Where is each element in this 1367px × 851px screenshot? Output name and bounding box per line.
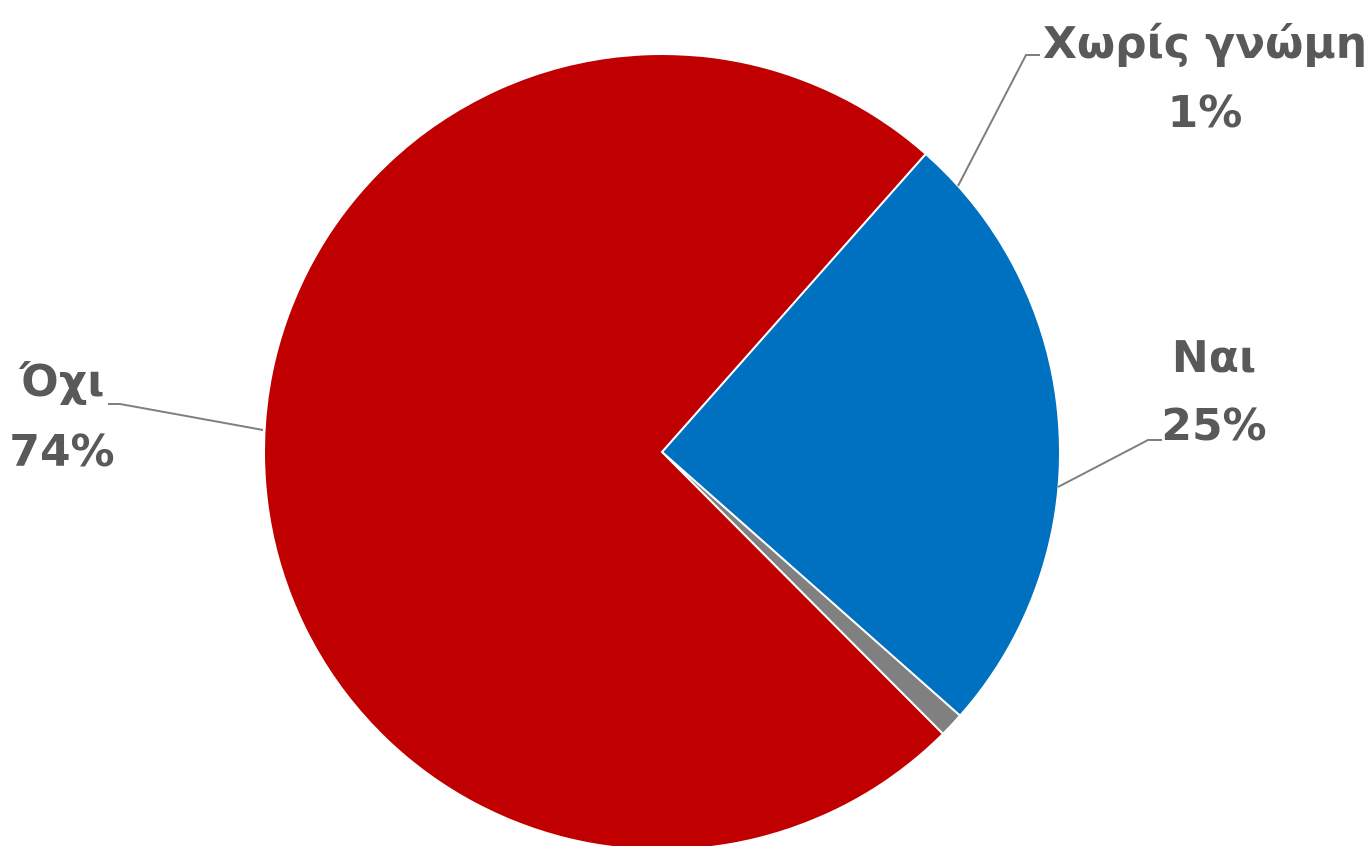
pie-slices (263, 53, 1061, 851)
slice-value-label: 25% (1161, 400, 1266, 451)
slice-labels: Ναι 25% Χωρίς γνώμη 1% Όχι 74% (9, 18, 1367, 477)
slice-category-label: Χωρίς γνώμη (1043, 18, 1367, 69)
pie-slice-1 (660, 152, 1061, 718)
slice-value-label: 1% (1168, 87, 1243, 138)
leader-line-3 (108, 403, 264, 431)
slice-value-label: 74% (9, 426, 114, 477)
leader-line-1 (1057, 439, 1162, 488)
leader-line-2 (957, 54, 1040, 187)
leader-lines (108, 54, 1162, 488)
slice-category-label: Όχι (19, 356, 105, 407)
slice-category-label: Ναι (1172, 332, 1256, 383)
